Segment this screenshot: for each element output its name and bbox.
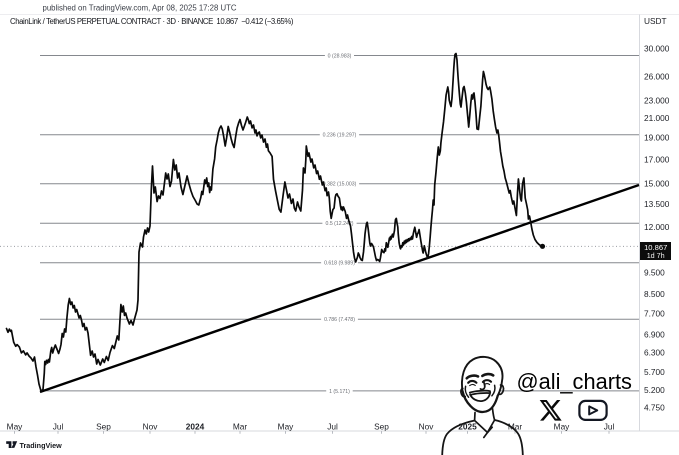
svg-text:17.000: 17.000 [644,154,670,164]
svg-text:5.700: 5.700 [644,367,665,377]
svg-text:12.000: 12.000 [644,222,670,232]
svg-text:26.000: 26.000 [644,72,670,82]
svg-text:May: May [7,422,24,432]
svg-text:2024: 2024 [186,422,205,432]
svg-text:6.300: 6.300 [644,347,665,357]
svg-text:23.000: 23.000 [644,95,670,105]
svg-text:19.000: 19.000 [644,133,670,143]
svg-text:0.236 (19.297): 0.236 (19.297) [323,133,357,139]
svg-text:0 (28.983): 0 (28.983) [328,53,352,59]
svg-text:Mar: Mar [233,422,248,432]
svg-text:Sep: Sep [96,422,111,432]
svg-text:May: May [278,422,295,432]
svg-text:9.500: 9.500 [644,268,665,278]
svg-text:Jul: Jul [327,422,338,432]
svg-text:0.382 (15.003): 0.382 (15.003) [323,182,357,188]
svg-text:0.786 (7.478): 0.786 (7.478) [324,317,355,323]
svg-text:10.867: 10.867 [644,243,667,252]
svg-text:30.000: 30.000 [644,44,670,54]
svg-text:Mar: Mar [508,422,523,432]
svg-text:May: May [554,422,571,432]
svg-text:13.500: 13.500 [644,199,670,209]
svg-text:published on TradingView.com,: published on TradingView.com, Apr 08, 20… [43,4,237,13]
svg-text:0.618 (9.989): 0.618 (9.989) [324,261,355,267]
svg-text:@ali_charts: @ali_charts [517,369,633,394]
svg-text:0.5 (12.242): 0.5 (12.242) [326,221,354,227]
svg-text:15.000: 15.000 [644,179,670,189]
svg-text:Nov: Nov [419,422,435,432]
svg-text:2025: 2025 [458,422,477,432]
svg-text:6.900: 6.900 [644,330,665,340]
svg-text:5.200: 5.200 [644,385,665,395]
svg-text:TradingView: TradingView [20,441,63,450]
svg-text:8.500: 8.500 [644,289,665,299]
svg-text:Jul: Jul [53,422,64,432]
svg-text:1d 7h: 1d 7h [647,251,665,260]
svg-text:ChainLink / TetherUS PERPETUAL: ChainLink / TetherUS PERPETUAL CONTRACT … [10,17,294,26]
svg-text:1 (5.171): 1 (5.171) [329,389,350,395]
svg-text:21.000: 21.000 [644,113,670,123]
svg-text:7.700: 7.700 [644,308,665,318]
svg-text:USDT: USDT [644,16,667,26]
svg-text:4.750: 4.750 [644,402,665,412]
svg-text:Sep: Sep [374,422,389,432]
svg-text:Nov: Nov [143,422,159,432]
svg-text:Jul: Jul [604,422,615,432]
